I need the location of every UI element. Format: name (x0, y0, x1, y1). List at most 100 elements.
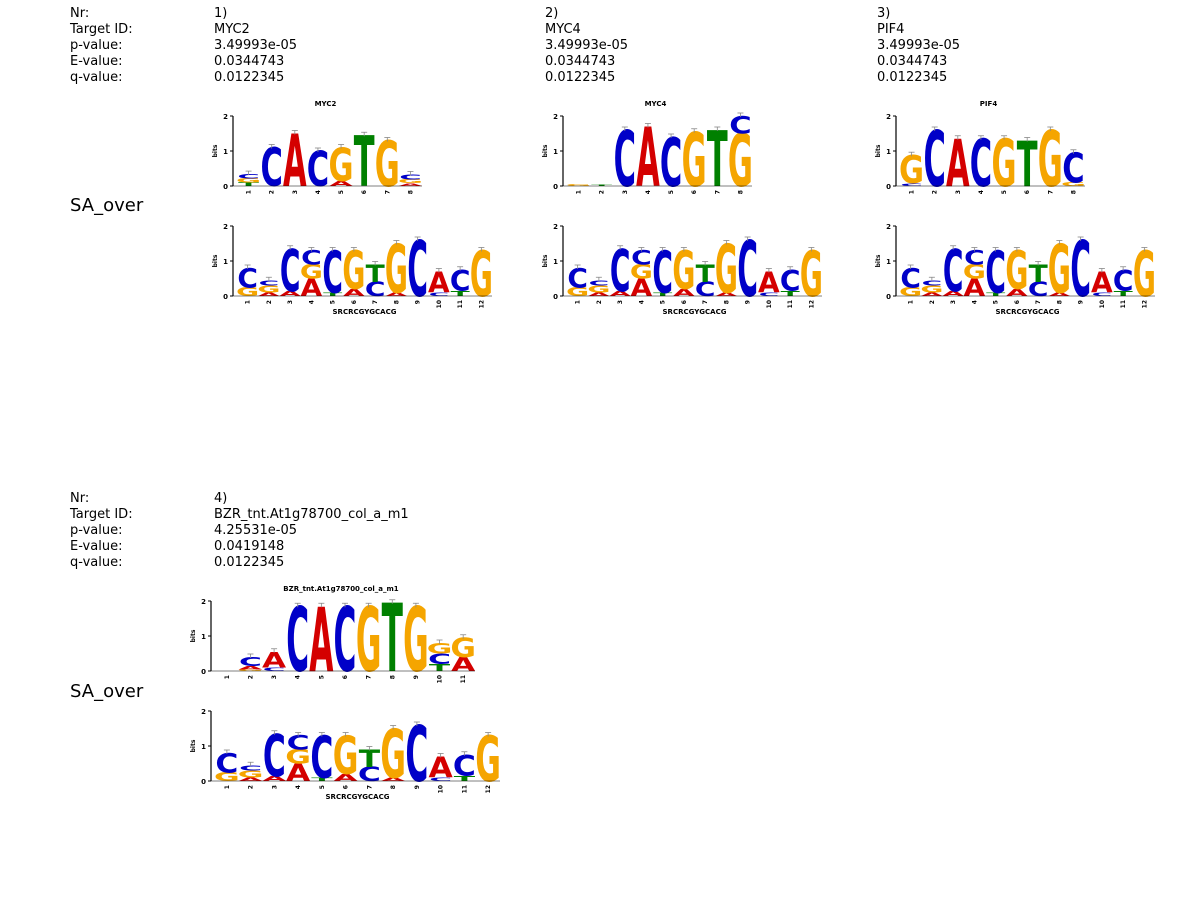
position-label: 4 (978, 190, 985, 194)
position-label: 5 (319, 785, 326, 789)
logo-title: MYC4 (645, 100, 667, 108)
y-tick-label: 1 (886, 258, 891, 266)
logo-letter: A (381, 777, 406, 783)
field-labels: Nr: Target ID: p-value: E-value: q-value… (70, 6, 133, 86)
logo-letter: C (399, 173, 421, 181)
logo-letter: T (591, 184, 612, 186)
position-label: 6 (1024, 190, 1031, 194)
logo-letter: C (1028, 278, 1049, 300)
y-tick-label: 0 (886, 183, 891, 191)
y-tick-label: 0 (553, 183, 558, 191)
logo-letter: C (428, 650, 451, 667)
logo-letter: A (399, 183, 423, 187)
logo-letter: A (631, 275, 654, 303)
position-label: 6 (681, 300, 688, 304)
position-label: 12 (1141, 300, 1148, 308)
logo-letter: G (285, 747, 311, 769)
logo-letter: G (214, 770, 240, 784)
position-label: 4 (295, 785, 302, 789)
logo-letter: A (283, 121, 307, 204)
logo-letter: C (307, 143, 329, 198)
sample-label: SA_over (70, 681, 144, 702)
logo-letter: C (429, 777, 452, 783)
logo-letter: A (386, 291, 408, 297)
position-label: 7 (714, 190, 721, 194)
y-axis-label: bits (875, 254, 882, 267)
match-p-value: 3.49993e-05 (877, 38, 960, 53)
y-tick-label: 1 (553, 148, 558, 156)
y-tick-label: 1 (553, 258, 558, 266)
logo-letter: A (716, 291, 738, 297)
logo-letter: C (407, 224, 428, 314)
match-p-value: 3.49993e-05 (214, 38, 297, 53)
y-tick-label: 2 (553, 223, 558, 231)
position-label: 4 (971, 300, 978, 304)
logo-title: PIF4 (980, 100, 998, 108)
y-tick-label: 2 (553, 113, 558, 121)
label-e-value: E-value: (70, 539, 123, 554)
logo-letter: C (215, 748, 238, 779)
position-label: 4 (295, 675, 302, 679)
position-label: 8 (393, 300, 400, 304)
logo-letter: A (758, 266, 780, 299)
logo-letter: C (237, 264, 258, 294)
logo-letter: A (428, 266, 450, 299)
logo-letter: C (239, 655, 262, 669)
position-label: 5 (660, 300, 667, 304)
logo-letter: C (652, 239, 673, 306)
match-nr: 3) (877, 6, 891, 21)
y-tick-label: 2 (886, 113, 891, 121)
position-label: 3 (292, 190, 299, 194)
logo-letter: C (900, 183, 922, 187)
logo-letter: C (310, 724, 333, 791)
position-label: 9 (1078, 300, 1085, 304)
position-label: 6 (342, 675, 349, 679)
logo-letter: C (964, 247, 985, 269)
position-label: 3 (287, 300, 294, 304)
position-label: 11 (1120, 300, 1127, 308)
label-nr: Nr: (70, 491, 90, 506)
y-axis-label: bits (542, 254, 549, 267)
logo-letter: C (263, 667, 286, 673)
y-tick-label: 0 (886, 293, 891, 301)
logo-letter: C (695, 278, 716, 300)
logo-letter: G (587, 284, 610, 295)
position-label: 2 (929, 300, 936, 304)
query-name: SRCRCGYGCACG (326, 793, 390, 801)
logo-letter: T (366, 261, 385, 289)
logo-letter: A (343, 287, 366, 298)
position-label: 1 (576, 190, 583, 194)
target-logo: BZR_tnt.At1g78700_col_a_m1012bits1GAC2CA… (190, 585, 476, 694)
y-tick-label: 0 (223, 293, 228, 301)
position-label: 7 (384, 190, 391, 194)
position-label: 1 (245, 300, 252, 304)
position-label: 5 (338, 190, 345, 194)
match-target-id: MYC2 (214, 22, 250, 37)
logo-letter: G (398, 179, 423, 184)
logo-letter: A (329, 180, 354, 188)
match-target-id: BZR_tnt.At1g78700_col_a_m1 (214, 507, 409, 522)
logo-letter: T (359, 745, 380, 773)
logo-letter: C (301, 247, 322, 269)
logo-letter: C (660, 125, 682, 202)
position-label: 8 (390, 785, 397, 789)
match-info: 2) MYC4 3.49993e-05 0.0344743 0.0122345 (545, 6, 628, 86)
position-label: 4 (638, 300, 645, 304)
y-tick-label: 0 (201, 778, 206, 786)
logo-letter: A (1091, 266, 1113, 299)
match-e-value: 0.0344743 (877, 54, 948, 69)
label-e-value: E-value: (70, 54, 123, 69)
label-target-id: Target ID: (70, 507, 133, 522)
y-axis-label: bits (875, 144, 882, 157)
position-label: 11 (457, 300, 464, 308)
logo-letter: G (236, 178, 261, 185)
logo-letter: T (1029, 261, 1048, 289)
logo-letter: G (800, 239, 823, 311)
logo-letter: T (707, 115, 728, 204)
position-label: 4 (645, 190, 652, 194)
match-q-value: 0.0122345 (545, 70, 616, 85)
match-nr: 2) (545, 6, 559, 21)
y-tick-label: 2 (223, 223, 228, 231)
